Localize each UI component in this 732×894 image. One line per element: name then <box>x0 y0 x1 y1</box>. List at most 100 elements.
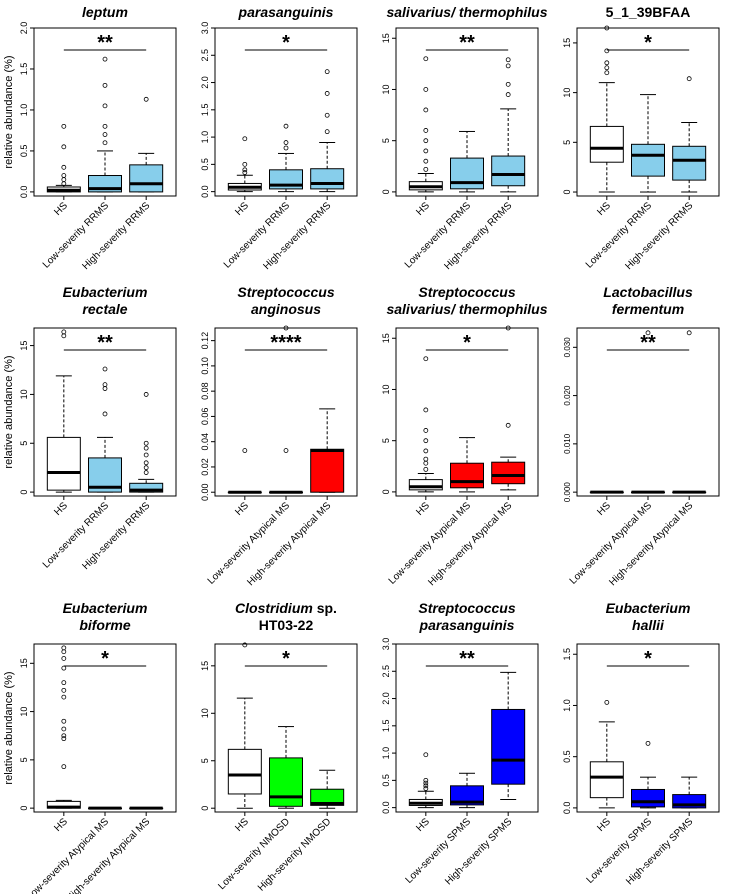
box-hs <box>46 329 81 493</box>
y-tick-label: 10 <box>562 88 572 98</box>
outlier-point <box>423 752 429 758</box>
outlier-point <box>283 448 289 453</box>
y-tick-label: 0 <box>19 490 29 495</box>
outlier-point <box>61 687 67 693</box>
y-tick-label: 0.0 <box>562 802 572 815</box>
y-tick-label: 1.0 <box>381 747 391 760</box>
x-category-label: Low-severity NMOSD <box>216 816 292 892</box>
outlier-point <box>423 87 429 92</box>
panel-title: fermentum <box>612 301 684 317</box>
box-low-severity-atypical-ms <box>269 325 303 494</box>
y-tick-label: 0.0 <box>19 186 29 199</box>
title-segment: Streptococcus <box>418 600 515 616</box>
y-tick-label: 0.010 <box>563 433 572 454</box>
y-tick-label: 1.5 <box>562 648 572 661</box>
title-segment: rectale <box>82 301 127 317</box>
x-category-label: High-severity Atypical MS <box>607 500 695 588</box>
outlier-point <box>242 161 248 167</box>
iqr-box <box>631 143 665 177</box>
y-tick-label: 0.04 <box>200 433 210 451</box>
outlier-point <box>143 465 149 471</box>
outlier-point <box>604 699 610 705</box>
title-segment: HT03-22 <box>259 617 314 633</box>
box-high-severity-rrms <box>491 57 526 193</box>
panel-title: Eubacterium <box>63 600 148 616</box>
outlier-point <box>143 96 149 102</box>
box-low-severity-atypical-ms <box>88 806 122 810</box>
outlier-point <box>61 736 67 742</box>
box-hs <box>227 642 262 809</box>
outlier-point <box>283 145 289 151</box>
outlier-point <box>423 777 429 783</box>
y-tick-label: 15 <box>19 658 29 668</box>
panel-6: 0.00 0.02 0.04 0.06 0.08 0.10 0.12 Streptococcu… <box>200 284 358 588</box>
panel-title: hallii <box>632 617 665 633</box>
box-low-severity-spms <box>631 740 665 809</box>
y-tick-label: 0.030 <box>563 337 572 358</box>
y-tick-label: 1.0 <box>200 131 210 144</box>
outlier-point <box>423 158 429 164</box>
iqr-box <box>310 168 345 190</box>
y-tick-label: 0.5 <box>562 750 572 763</box>
y-tick-label: 0 <box>562 190 572 195</box>
outlier-point <box>283 140 289 145</box>
box-hs <box>46 645 81 809</box>
outlier-point <box>423 148 429 154</box>
title-segment: salivarius/ thermophilus <box>386 301 547 317</box>
title-segment: leptum <box>82 4 128 20</box>
x-category-label: HS <box>52 816 70 834</box>
outlier-point <box>61 144 67 150</box>
panel-title: parasanguinis <box>419 617 515 633</box>
box-high-severity-atypical-ms <box>310 408 345 493</box>
outlier-point <box>61 665 67 671</box>
x-category-label: HS <box>414 816 432 834</box>
iqr-box <box>129 164 164 193</box>
outlier-point <box>604 25 610 31</box>
y-tick-label: 0.0 <box>381 801 391 814</box>
iqr-box <box>672 145 707 181</box>
outlier-point <box>61 649 67 655</box>
box-low-severity-rrms <box>631 94 665 193</box>
y-tick-label: 1.0 <box>19 104 29 117</box>
y-tick-label: 1.0 <box>562 699 572 712</box>
box-low-severity-atypical-ms <box>631 330 665 494</box>
y-tick-label: 0.020 <box>563 385 572 406</box>
x-category-label: Low-severity RRMS <box>41 500 111 570</box>
box-hs <box>227 448 262 494</box>
y-tick-label: 0.02 <box>200 458 210 476</box>
outlier-point <box>423 448 429 454</box>
outlier-point <box>143 452 149 458</box>
outlier-point <box>604 60 610 66</box>
iqr-box <box>589 125 624 163</box>
box-hs <box>408 356 443 493</box>
y-tick-label: 0 <box>19 806 29 811</box>
outlier-point <box>604 65 610 71</box>
significance-stars: **** <box>270 332 301 354</box>
outlier-point <box>505 422 511 428</box>
box-high-severity-rrms <box>129 96 164 193</box>
outlier-point <box>61 173 67 178</box>
x-category-label: High-severity Atypical MS <box>426 500 514 588</box>
outlier-point <box>61 177 67 183</box>
box-high-severity-rrms <box>310 69 345 193</box>
title-segment: Streptococcus <box>237 284 334 300</box>
iqr-box <box>491 461 526 485</box>
panel-12: 0.00.51.01.5EubacteriumhalliiHSLow-sever… <box>562 600 720 887</box>
x-category-label: HS <box>52 200 70 218</box>
iqr-box <box>631 788 665 808</box>
y-tick-label: 10 <box>381 84 391 94</box>
iqr-box <box>310 448 345 493</box>
x-category-label: HS <box>52 500 70 518</box>
outlier-point <box>423 407 429 413</box>
outlier-point <box>423 166 429 172</box>
outlier-point <box>423 356 429 362</box>
significance-stars: * <box>463 332 471 354</box>
outlier-point <box>283 123 289 129</box>
significance-stars: ** <box>97 32 113 54</box>
outlier-point <box>604 48 610 54</box>
x-category-label: High-severity RRMS <box>623 200 695 272</box>
x-category-label: High-severity RRMS <box>442 200 514 272</box>
title-segment: fermentum <box>612 301 684 317</box>
